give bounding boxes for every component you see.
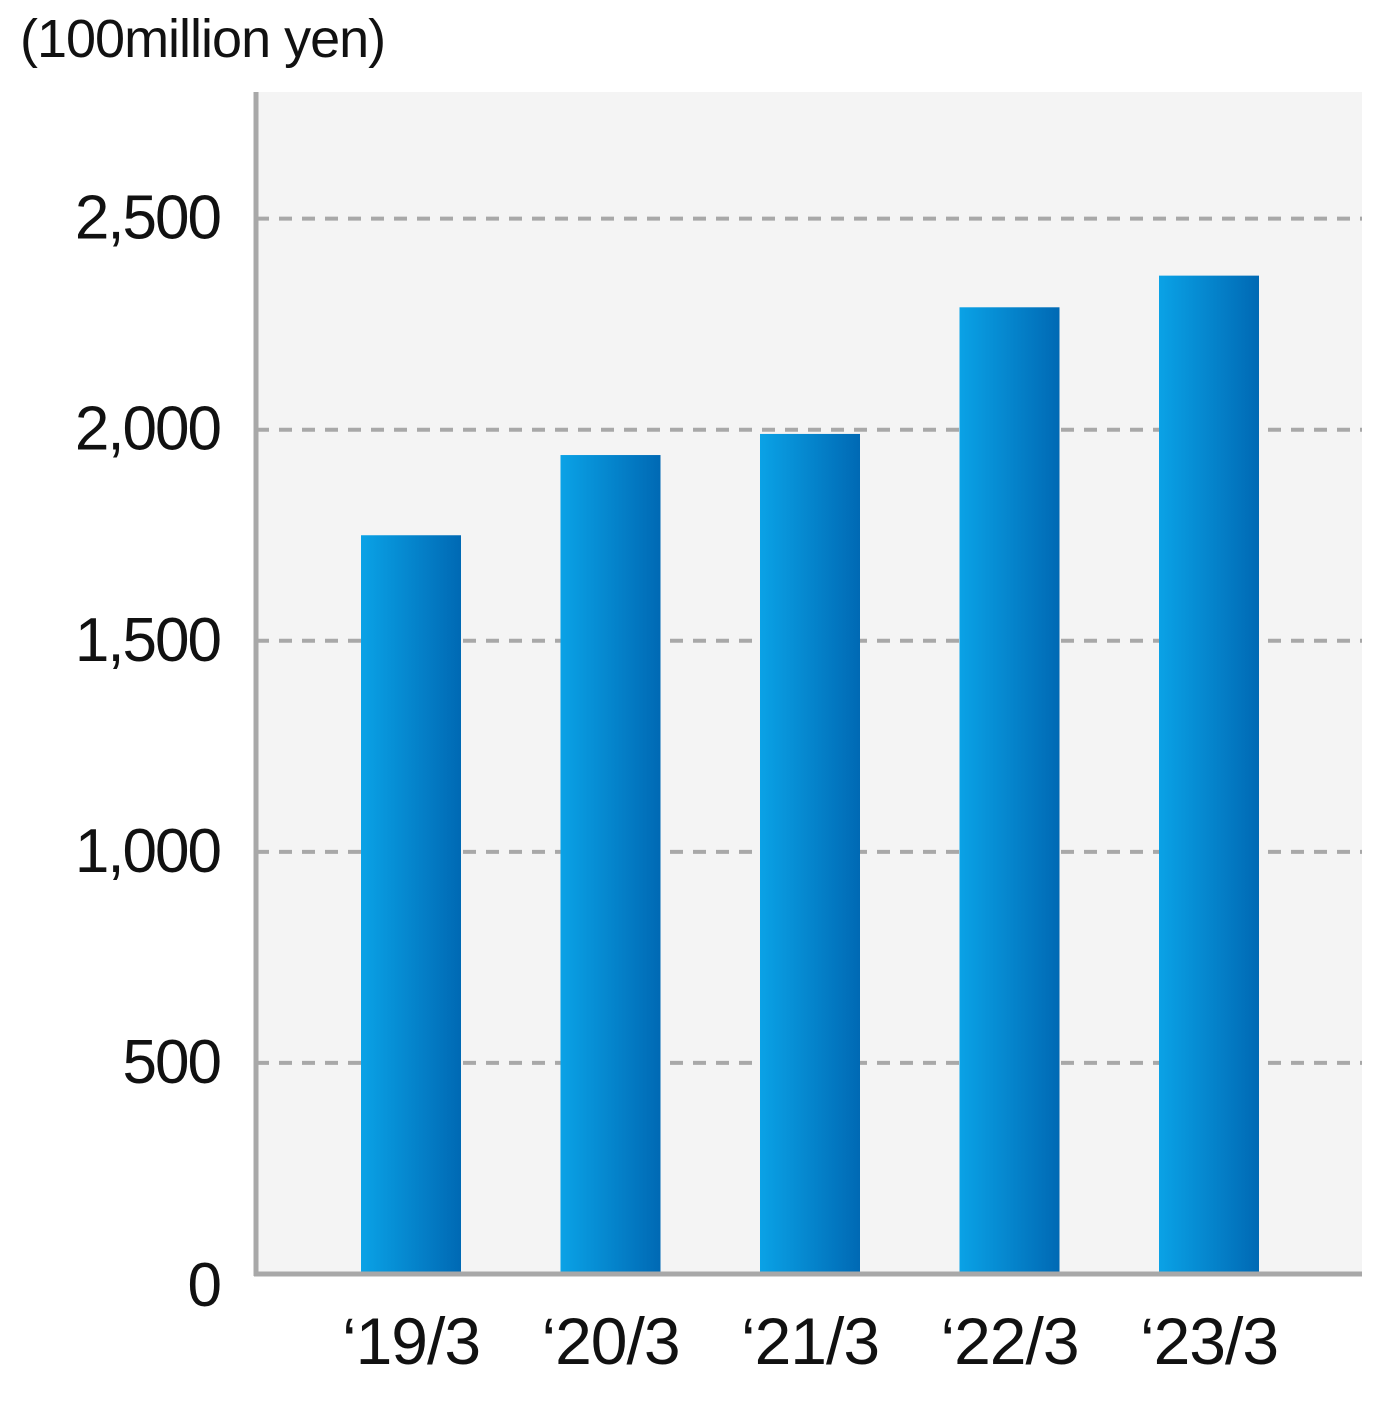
y-tick-label-2,000: 2,000 [75,395,221,464]
x-tick-label-‘20/3: ‘20/3 [541,1304,679,1378]
bars [361,275,1259,1275]
y-tick-labels: 0 500 1,000 1,500 2,000 2,500 [75,184,223,1320]
y-tick-label-2,500: 2,500 [75,184,221,253]
x-tick-label-‘19/3: ‘19/3 [342,1304,480,1378]
x-tick-label-‘22/3: ‘22/3 [940,1304,1078,1378]
y-tick-label-1,500: 1,500 [75,606,221,675]
bar-‘23/3 [1159,275,1259,1274]
x-tick-label-‘21/3: ‘21/3 [741,1304,879,1378]
x-tick-label-‘23/3: ‘23/3 [1140,1304,1278,1378]
y-axis-unit-label: (100million yen) [20,9,386,69]
bar-‘22/3 [959,307,1060,1274]
y-tick-label-500: 500 [123,1028,221,1097]
bar-‘19/3 [361,535,461,1274]
axes [253,92,1362,1277]
y-tick-label-1,000: 1,000 [75,817,221,886]
bar-‘21/3 [760,433,860,1275]
x-tick-labels: ‘19/3 ‘20/3 ‘21/3 ‘22/3 ‘23/3 [342,1304,1279,1378]
bar-‘20/3 [560,455,661,1274]
y-tick-label-0: 0 [188,1251,221,1320]
